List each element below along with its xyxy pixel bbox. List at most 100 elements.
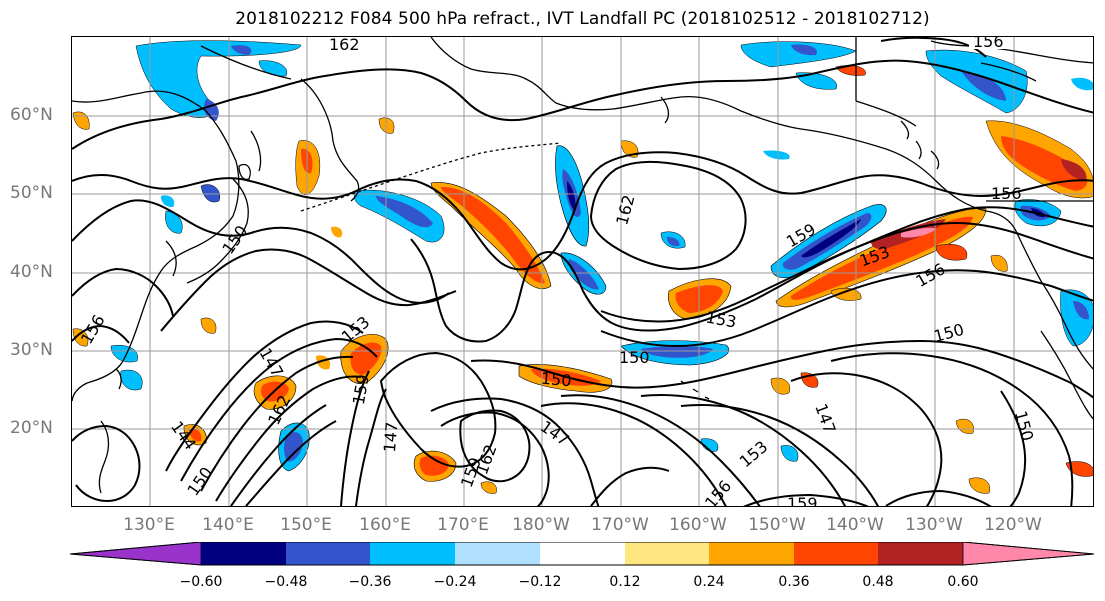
lon-label-120w: 120°W: [984, 515, 1042, 535]
contour-line: [340, 370, 370, 506]
colorbar-segment: [201, 542, 286, 565]
lat-label-20n: 20°N: [10, 418, 53, 438]
shade-region: [1071, 77, 1093, 91]
shade-region: [955, 418, 974, 434]
lat-label-40n: 40°N: [10, 262, 53, 282]
shade-region: [740, 41, 857, 68]
colorbar-tick-label: 0.24: [693, 574, 725, 590]
contour-label: 159: [349, 373, 373, 406]
contour-line: [560, 394, 761, 506]
arctic-coast: [980, 62, 1037, 82]
contour-line: [540, 402, 727, 506]
lon-label-140w: 140°W: [826, 515, 884, 535]
contour-line: [640, 394, 847, 506]
contour-label: 150: [540, 369, 572, 391]
sakhalin-coast: [250, 130, 262, 172]
contour-label: 153: [736, 437, 772, 471]
colorbar-segment: [370, 542, 455, 565]
colorbar-tick-label: 0.36: [778, 574, 810, 590]
shade-region: [200, 317, 217, 334]
lon-label-130w: 130°W: [905, 515, 963, 535]
lon-label-170w: 170°W: [591, 515, 649, 535]
colorbar: [70, 542, 1095, 566]
contour-line: [72, 324, 130, 344]
contour-line: [790, 372, 943, 506]
contour-label: 162: [612, 193, 638, 227]
contour-line: [680, 404, 880, 506]
shade-region: [780, 445, 799, 462]
contour-line: [470, 339, 1093, 399]
colorbar-tick-label: 0.12: [609, 574, 641, 590]
contour-line: [410, 206, 1093, 343]
shade-region: [667, 237, 680, 247]
contour-label: 150: [1011, 409, 1037, 443]
contour-line: [72, 59, 1093, 150]
contour-line: [245, 420, 337, 506]
shade-region: [1061, 159, 1087, 181]
contour-line: [72, 424, 141, 503]
shade-region: [1001, 136, 1088, 191]
aleutian-arc: [300, 142, 562, 212]
contour-label: 153: [704, 308, 737, 332]
contour-line: [165, 320, 364, 472]
lat-label-50n: 50°N: [10, 183, 53, 203]
shade-region: [189, 428, 202, 442]
shade-region: [801, 219, 861, 258]
lat-label-30n: 30°N: [10, 340, 53, 360]
colorbar-segment: [455, 542, 540, 565]
height-contours: [72, 37, 1093, 506]
map-canvas: 162 156 156 150 159 153 156 162 153 150 …: [72, 37, 1093, 506]
colorbar-outline: [70, 542, 1095, 566]
colorbar-segment: [286, 542, 370, 565]
contour-line: [743, 493, 869, 506]
shade-region: [419, 455, 449, 476]
colorbar-segment-lowest: [70, 542, 202, 566]
contour-line: [160, 248, 457, 332]
korea-coast: [165, 240, 177, 277]
okhotsk-coast: [200, 45, 292, 80]
lon-label-150w: 150°W: [748, 515, 806, 535]
shade-region: [165, 210, 183, 234]
shade-region: [284, 432, 303, 462]
shade-region: [331, 226, 343, 238]
baja-coast: [1040, 330, 1093, 420]
philippines-coast: [98, 420, 110, 494]
contour-line: [600, 269, 1093, 348]
contour-line: [589, 160, 747, 271]
shade-region: [968, 477, 991, 494]
contour-label: 147: [811, 401, 839, 436]
contour-label: 150: [619, 348, 650, 367]
shade-region: [791, 44, 817, 56]
contour-label: 162: [472, 442, 500, 477]
contour-line: [440, 411, 550, 506]
contour-line: [1000, 390, 1027, 506]
shading-layer: [72, 40, 1093, 494]
lon-label-180w: 180°W: [512, 515, 570, 535]
shade-region: [120, 369, 143, 391]
lon-label-140e: 140°E: [202, 515, 254, 535]
contour-line: [72, 151, 1093, 271]
contour-line: [72, 199, 450, 304]
shade-region: [790, 216, 973, 300]
contour-line: [830, 352, 1074, 506]
shade-region: [135, 40, 302, 118]
lon-label-160w: 160°W: [669, 515, 727, 535]
contour-label: 156: [701, 477, 735, 506]
colorbar-tick-label: −0.60: [179, 574, 223, 590]
contour-line: [590, 466, 670, 506]
contour-label: 162: [329, 37, 360, 54]
contour-line: [180, 337, 378, 482]
colorbar-tick-label: −0.48: [264, 574, 308, 590]
contour-line: [600, 221, 1093, 323]
colorbar-tick-label: 0.60: [947, 574, 979, 590]
contour-line: [885, 489, 992, 506]
shade-region: [961, 71, 1006, 101]
shade-region: [620, 140, 639, 158]
contour-line: [215, 375, 362, 502]
shade-region: [376, 196, 433, 228]
map-panel: 162 156 156 150 159 153 156 162 153 150 …: [71, 36, 1094, 507]
shade-region: [161, 195, 175, 207]
contour-line: [379, 351, 497, 468]
contour-label: 147: [380, 421, 402, 453]
shade-region: [480, 481, 497, 494]
